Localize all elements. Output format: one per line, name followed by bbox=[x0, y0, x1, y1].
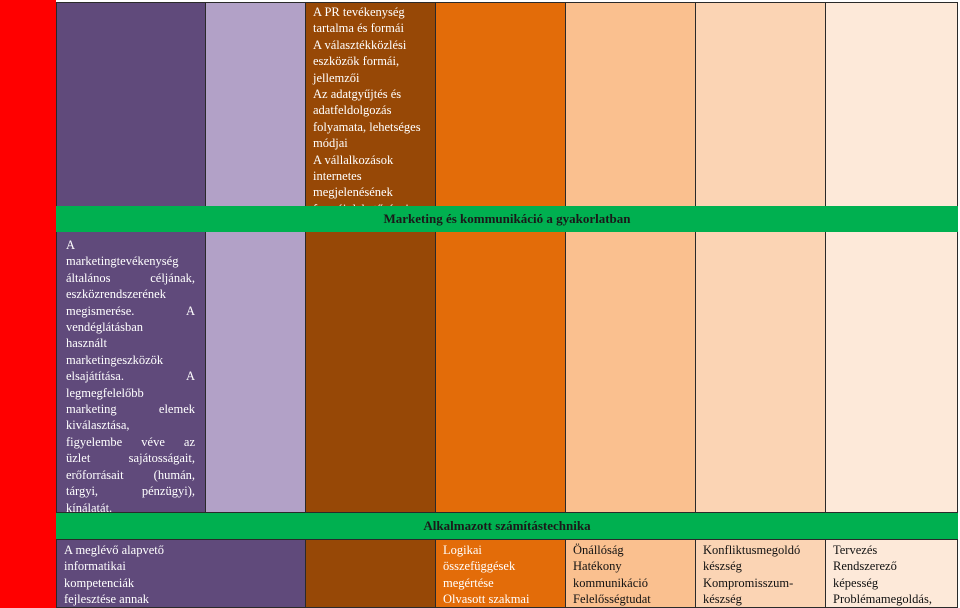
text-line: marketingeszközök bbox=[66, 352, 164, 367]
marketing-banner: Marketing és kommunikáció a gyakorlatban bbox=[56, 206, 958, 232]
text-line: legmegfelelőbb bbox=[66, 385, 144, 400]
text-line: kiválasztása, bbox=[66, 418, 130, 433]
peach-pale-column-bottom bbox=[825, 539, 958, 608]
peach-pale-column-top bbox=[825, 2, 958, 513]
text-line: informatikai bbox=[64, 559, 126, 574]
text-line: jellemzői bbox=[313, 70, 360, 85]
text-line: használt bbox=[66, 336, 107, 351]
text-line: Logikai bbox=[443, 543, 482, 557]
text-line: A bbox=[66, 238, 76, 252]
text-line: marketing elemek bbox=[66, 402, 195, 417]
text-line: összefüggések bbox=[443, 559, 516, 574]
text-line: tárgyi, pénzügyi), bbox=[66, 484, 195, 499]
text-line: Konfliktusmegoldó bbox=[703, 543, 801, 557]
text-line: erőforrásait (humán, bbox=[66, 467, 195, 482]
purple-column-bottom bbox=[56, 539, 306, 608]
brown-column-top bbox=[305, 2, 436, 513]
text-line: Tervezés bbox=[833, 543, 878, 557]
text-line: készség bbox=[703, 592, 742, 607]
text-line: általános céljának, bbox=[66, 270, 195, 285]
computing-banner: Alkalmazott számítástechnika bbox=[56, 513, 958, 539]
brown-column-topics: A PR tevékenység tartalma és formái A vá… bbox=[313, 4, 435, 217]
text-line: Olvasott szakmai bbox=[443, 592, 530, 607]
text-line: készség bbox=[703, 559, 742, 574]
text-line: figyelembe véve az bbox=[66, 434, 195, 449]
purple-column-top bbox=[56, 2, 206, 513]
peach-mid-column-top bbox=[565, 2, 696, 513]
text-line: Kompromisszum- bbox=[703, 575, 794, 590]
text-line: marketingtevékenység bbox=[66, 254, 179, 269]
orange-column-top bbox=[435, 2, 566, 513]
brown-column-bottom bbox=[305, 539, 436, 608]
text-line: adatfeldolgozás bbox=[313, 103, 392, 118]
text-line: Felelősségtudat bbox=[573, 592, 651, 607]
text-line: kompetenciák bbox=[64, 575, 135, 590]
text-line: A meglévő alapvető bbox=[64, 543, 164, 557]
text-line: internetes bbox=[313, 169, 362, 184]
red-column bbox=[0, 0, 56, 608]
peach-light-column-top bbox=[695, 2, 826, 513]
text-line: elsajátítása. A bbox=[66, 369, 195, 384]
text-line: kommunikáció bbox=[573, 575, 648, 590]
computing-goal-text: A meglévő alapvető informatikai kompeten… bbox=[64, 542, 294, 608]
text-line: Önállóság bbox=[573, 543, 624, 557]
text-line: fejlesztése annak bbox=[64, 592, 150, 607]
method-skills-text: Tervezés Rendszerező képesség Problémame… bbox=[833, 542, 957, 608]
text-line: Rendszerező bbox=[833, 559, 897, 574]
text-line: A vállalkozások bbox=[313, 152, 394, 167]
text-line: megjelenésének bbox=[313, 185, 393, 200]
personal-skills-text: Önállóság Hatékony kommunikáció Felelőss… bbox=[573, 542, 693, 608]
text-line: üzlet sajátosságait, bbox=[66, 451, 195, 466]
text-line: Hatékony bbox=[573, 559, 622, 574]
text-line: kínálatát. bbox=[66, 500, 113, 515]
lavender-column-top bbox=[205, 2, 306, 513]
text-line: vendéglátásban bbox=[66, 320, 144, 335]
text-line: eszközök formái, bbox=[313, 54, 400, 69]
text-line: megismerése. A bbox=[66, 303, 195, 318]
text-line: képesség bbox=[833, 575, 879, 590]
text-line: Az adatgyűjtés és bbox=[313, 87, 402, 102]
text-line: eszközrendszerének bbox=[66, 287, 166, 302]
text-line: A választékközlési bbox=[313, 37, 407, 52]
text-line: A PR tevékenység bbox=[313, 5, 405, 19]
text-line: megértése bbox=[443, 575, 494, 590]
cognitive-skills-text: Logikai összefüggések megértése Olvasott… bbox=[443, 542, 563, 608]
social-skills-text: Konfliktusmegoldó készség Kompromisszum-… bbox=[703, 542, 823, 608]
text-line: tartalma és formái bbox=[313, 21, 404, 36]
purple-column-description: A marketingtevékenység általános céljána… bbox=[66, 237, 195, 516]
text-line: folyamata, lehetséges bbox=[313, 119, 421, 134]
text-line: Problémamegoldás, bbox=[833, 592, 932, 607]
text-line: módjai bbox=[313, 136, 348, 151]
